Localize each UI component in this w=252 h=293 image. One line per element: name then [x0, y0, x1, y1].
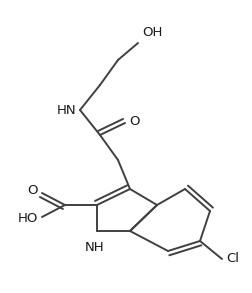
Text: HO: HO: [18, 212, 38, 226]
Text: O: O: [27, 185, 38, 197]
Text: HN: HN: [56, 103, 76, 117]
Text: NH: NH: [85, 241, 104, 254]
Text: O: O: [129, 115, 139, 127]
Text: Cl: Cl: [225, 253, 238, 265]
Text: OH: OH: [141, 26, 162, 39]
